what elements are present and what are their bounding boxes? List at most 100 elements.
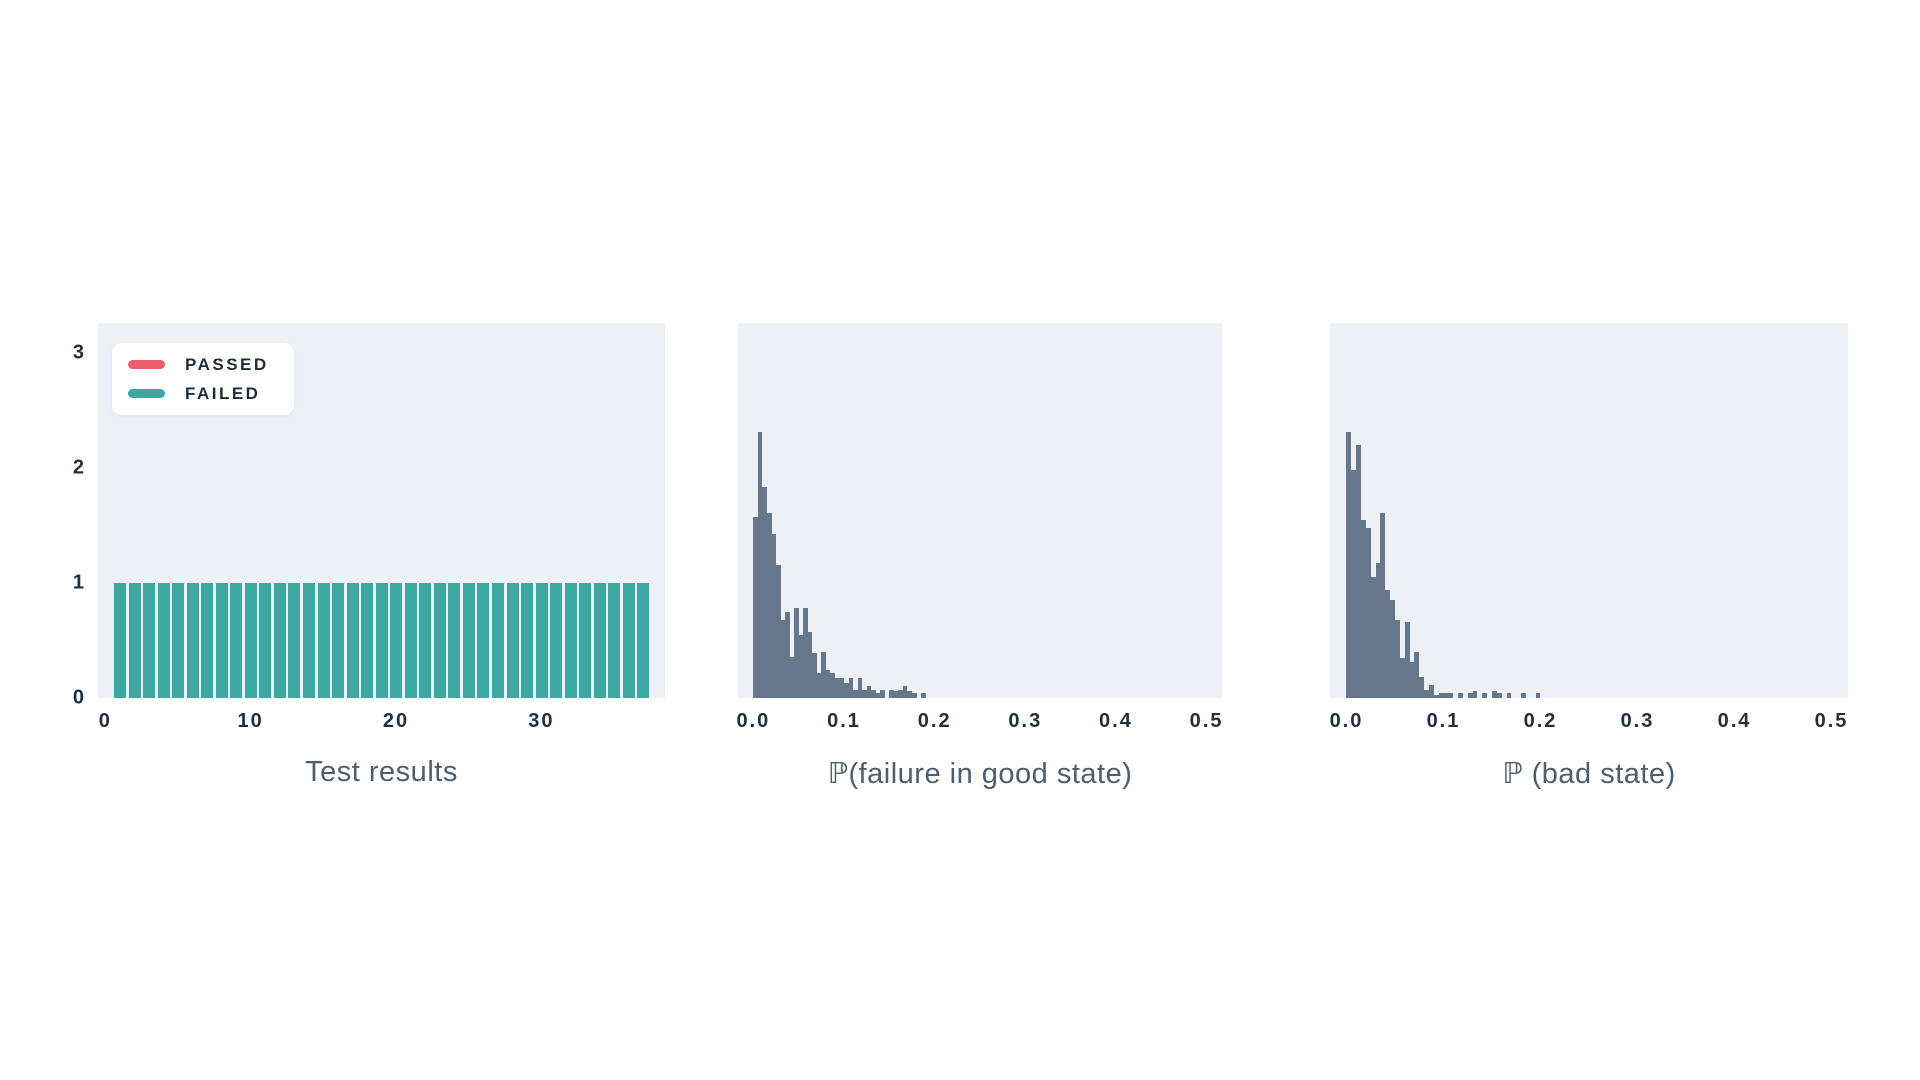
bar — [849, 678, 853, 698]
bar — [550, 583, 562, 698]
bar — [808, 632, 812, 698]
bar — [507, 583, 519, 698]
bar — [1376, 563, 1380, 698]
bar — [840, 678, 844, 698]
x-tick-label: 0.1 — [827, 710, 861, 732]
legend-label-passed: PASSED — [185, 354, 269, 374]
bar — [492, 583, 504, 698]
bar — [862, 690, 867, 698]
x-tick-label: 0.1 — [1426, 710, 1461, 732]
bar — [1482, 693, 1487, 698]
bar — [758, 432, 762, 698]
bar — [143, 583, 155, 698]
x-tick-label: 0.2 — [917, 710, 952, 732]
legend-box: PASSED FAILED — [112, 343, 294, 415]
bar — [921, 693, 926, 698]
bar — [259, 583, 271, 698]
bar — [790, 657, 794, 698]
bar — [871, 690, 876, 698]
bar — [867, 686, 871, 698]
bar — [803, 608, 808, 698]
bar — [274, 583, 286, 698]
bar — [172, 583, 184, 698]
bar-series-test-results — [98, 323, 665, 698]
bar — [1458, 693, 1463, 698]
bar — [230, 583, 242, 698]
bar — [477, 583, 489, 698]
x-tick-label: 0.3 — [1620, 710, 1655, 732]
x-tick-label: 0.5 — [1814, 710, 1849, 732]
bar — [817, 673, 821, 698]
x-tick-label: 30 — [528, 710, 555, 732]
bar — [1351, 470, 1356, 698]
bar — [1346, 432, 1351, 698]
bar — [114, 583, 126, 698]
bar — [826, 670, 830, 698]
x-tick-label: 20 — [382, 710, 410, 732]
bar — [1419, 677, 1424, 698]
bar — [1507, 693, 1511, 698]
bar — [821, 652, 826, 698]
bar — [390, 583, 402, 698]
histogram-p-failure-in-good-state — [738, 323, 1222, 698]
bar — [594, 583, 606, 698]
bar — [361, 583, 373, 698]
x-tick-label: 0.2 — [1523, 710, 1558, 732]
bar — [853, 690, 858, 698]
bar — [1395, 620, 1400, 698]
bar — [785, 612, 790, 698]
bar — [1448, 693, 1453, 698]
bar — [405, 583, 417, 698]
bar — [129, 583, 141, 698]
bar — [201, 583, 213, 698]
bar — [1443, 693, 1448, 698]
bar — [521, 583, 533, 698]
bar — [303, 583, 315, 698]
bar — [812, 653, 817, 698]
legend-label-failed: FAILED — [185, 383, 261, 403]
y-tick-label: 3 — [72, 341, 84, 364]
x-axis-ticks: 0.0 0.1 0.2 0.3 0.4 0.5 — [736, 698, 1224, 738]
panel-test-results: 0 1 2 3 0 10 20 30 PASSED FAILED Test results — [73, 323, 665, 788]
bar — [1497, 693, 1502, 698]
x-tick-label: 0.0 — [736, 710, 771, 732]
panel-p-failure-in-good-state: 0.0 0.1 0.2 0.3 0.4 0.5 ℙ(failure in good sta… — [737, 323, 1222, 790]
legend-entry-failed: FAILED — [128, 384, 294, 404]
panel-p-bad-state: 0.0 0.1 0.2 0.3 0.4 0.5 ℙ (bad state) — [1330, 323, 1848, 790]
bar — [565, 583, 577, 698]
bar — [376, 583, 388, 698]
bar — [608, 583, 620, 698]
bar — [894, 691, 898, 698]
bar — [1380, 513, 1385, 698]
x-tick-label: 10 — [237, 710, 264, 732]
y-tick-label: 1 — [72, 571, 84, 594]
bar — [767, 513, 772, 698]
bar — [907, 691, 912, 698]
bar — [332, 583, 344, 698]
bar — [158, 583, 170, 698]
bar — [187, 583, 199, 698]
histogram-p-bad-state — [1330, 323, 1848, 698]
bar — [1366, 528, 1371, 698]
bar — [889, 690, 894, 698]
x-tick-label: 0.3 — [1008, 710, 1043, 732]
bar — [912, 693, 917, 698]
bar — [637, 583, 649, 698]
bar — [776, 565, 781, 698]
bar — [1405, 622, 1410, 698]
x-tick-label: 0.5 — [1189, 710, 1224, 732]
bar — [1410, 662, 1414, 698]
bar — [898, 690, 903, 698]
bar — [794, 608, 799, 698]
bar — [1492, 691, 1497, 698]
bar — [1429, 685, 1434, 698]
bar — [347, 583, 359, 698]
chart-title-p-failure-in-good-state: ℙ(failure in good state) — [827, 758, 1133, 790]
chart-title-p-bad-state: ℙ (bad state) — [1502, 758, 1676, 790]
bar — [1473, 691, 1477, 698]
bar — [1521, 693, 1526, 698]
bar — [880, 690, 885, 698]
x-axis-ticks: 0.0 0.1 0.2 0.3 0.4 0.5 — [1330, 698, 1848, 738]
bar — [1385, 590, 1390, 698]
